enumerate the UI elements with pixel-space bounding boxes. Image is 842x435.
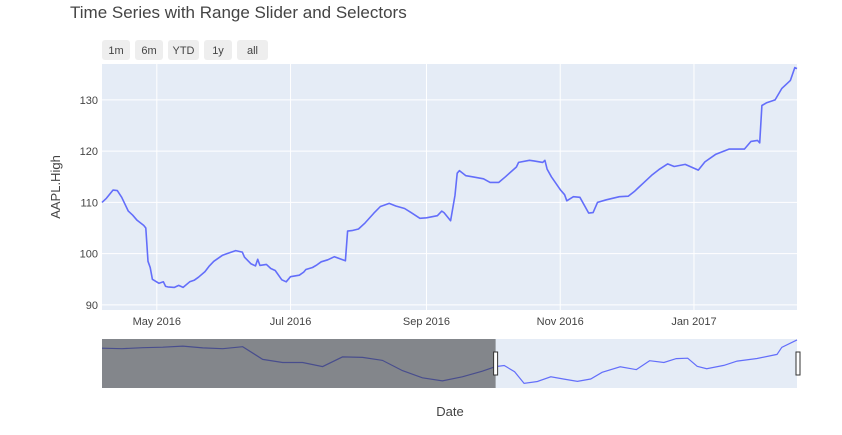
y-tick-label: 90 — [86, 300, 98, 312]
range-button-1y[interactable] — [204, 40, 232, 60]
y-tick-label: 100 — [80, 249, 98, 261]
range-button-1m[interactable] — [102, 40, 130, 60]
plot-area-background — [102, 64, 797, 310]
y-tick-labels: 90 100 110 120 130 — [80, 95, 98, 312]
range-button-label: 6m — [141, 45, 156, 57]
range-button-label: 1y — [212, 45, 224, 57]
range-slider[interactable] — [101, 339, 801, 388]
x-tick-label: Sep 2016 — [403, 316, 450, 328]
slider-handle-right[interactable] — [795, 351, 801, 376]
x-axis-label: Date — [436, 404, 463, 419]
main-plot-line — [101, 66, 798, 289]
series-line — [101, 66, 798, 289]
slider-mask-left — [102, 339, 496, 388]
chart-title: Time Series with Range Slider and Select… — [70, 3, 407, 22]
range-button-6m[interactable] — [135, 40, 163, 60]
range-button-ytd[interactable] — [168, 40, 199, 60]
gridlines — [102, 64, 797, 310]
y-tick-label: 130 — [80, 95, 98, 107]
y-tick-label: 110 — [80, 197, 98, 209]
x-tick-label: Jul 2016 — [270, 316, 312, 328]
x-tick-label: May 2016 — [133, 316, 181, 328]
range-button-all[interactable] — [237, 40, 268, 60]
slider-handle-left[interactable] — [493, 351, 499, 376]
y-tick-label: 120 — [80, 146, 98, 158]
range-button-label: YTD — [173, 45, 195, 57]
x-tick-label: Nov 2016 — [537, 316, 584, 328]
x-tick-labels: May 2016 Jul 2016 Sep 2016 Nov 2016 Jan 2017 — [133, 316, 717, 328]
range-selector: 1m 6m YTD 1y all — [102, 40, 268, 60]
range-button-label: all — [247, 45, 258, 57]
range-button-label: 1m — [108, 45, 123, 57]
x-tick-label: Jan 2017 — [671, 316, 716, 328]
y-axis-label: AAPL.High — [48, 155, 63, 219]
